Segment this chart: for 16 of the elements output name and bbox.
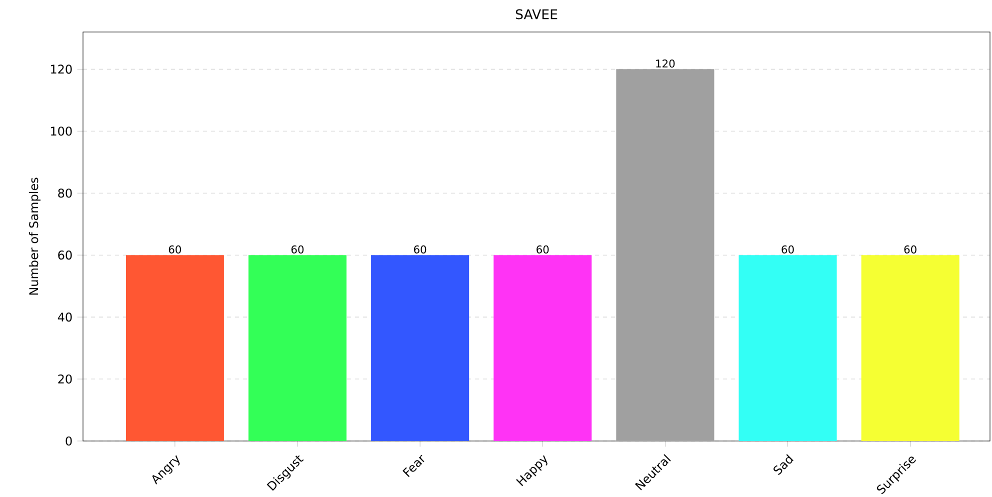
data-label: 60: [904, 245, 916, 254]
y-tick-label: 60: [58, 250, 72, 260]
y-tick-label: 40: [58, 312, 72, 322]
y-axis-title: Number of Samples: [28, 178, 41, 295]
data-label: 60: [291, 245, 304, 254]
y-tick-label: 100: [51, 126, 72, 136]
data-label: 60: [536, 245, 549, 254]
data-label: 60: [414, 245, 426, 254]
data-label: 120: [656, 60, 675, 68]
y-tick-label: 80: [58, 188, 72, 198]
y-tick-label: 120: [51, 64, 72, 74]
data-label: 60: [782, 245, 794, 254]
chart-title: SAVEE: [516, 9, 558, 20]
y-tick-label: 20: [58, 374, 72, 384]
data-label: 60: [168, 245, 182, 254]
y-tick-label: 0: [66, 436, 72, 446]
